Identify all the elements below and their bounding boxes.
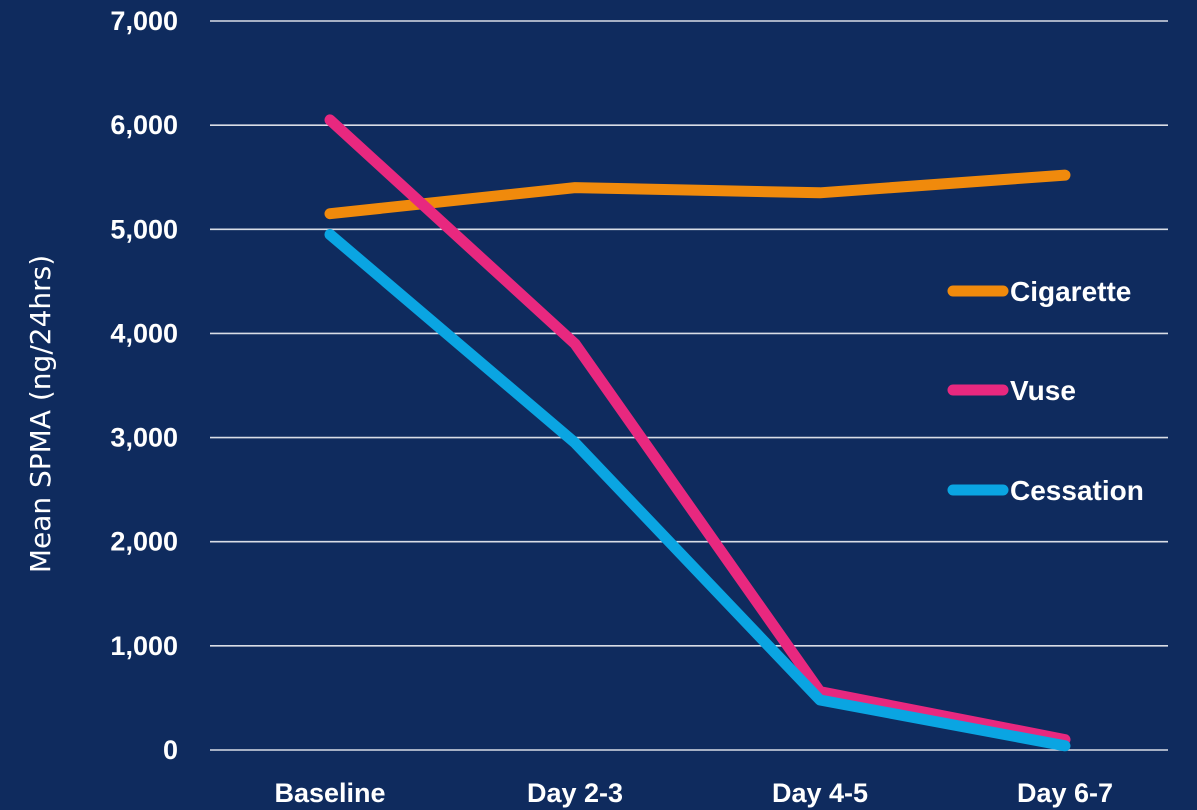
x-tick-label: Day 6-7 [1017, 778, 1113, 808]
series-line-vuse [324, 114, 1071, 746]
series-lines [324, 114, 1071, 752]
y-axis-ticks: 0 1,000 2,000 3,000 4,000 5,000 6,000 7,000 [110, 6, 178, 765]
x-axis-ticks: Baseline Day 2-3 Day 4-5 Day 6-7 [274, 778, 1113, 808]
legend-label-vuse: Vuse [1010, 375, 1076, 406]
legend-label-cigarette: Cigarette [1010, 276, 1131, 307]
y-tick-label: 4,000 [110, 318, 178, 348]
legend-label-cessation: Cessation [1010, 475, 1144, 506]
y-tick-label: 7,000 [110, 6, 178, 36]
y-tick-label: 5,000 [110, 214, 178, 244]
x-tick-label: Day 2-3 [527, 778, 623, 808]
y-tick-label: 3,000 [110, 423, 178, 453]
grid-lines [210, 20, 1168, 751]
y-tick-label: 1,000 [110, 631, 178, 661]
x-tick-label: Baseline [274, 778, 385, 808]
y-tick-label: 6,000 [110, 110, 178, 140]
x-tick-label: Day 4-5 [772, 778, 868, 808]
series-line-cigarette [324, 169, 1071, 220]
y-tick-label: 2,000 [110, 527, 178, 557]
y-axis-label: Mean SPMA (ng/24hrs) [24, 255, 57, 573]
y-tick-label: 0 [163, 735, 178, 765]
series-line-cessation [324, 229, 1071, 752]
legend: Cigarette Vuse Cessation [947, 276, 1144, 506]
